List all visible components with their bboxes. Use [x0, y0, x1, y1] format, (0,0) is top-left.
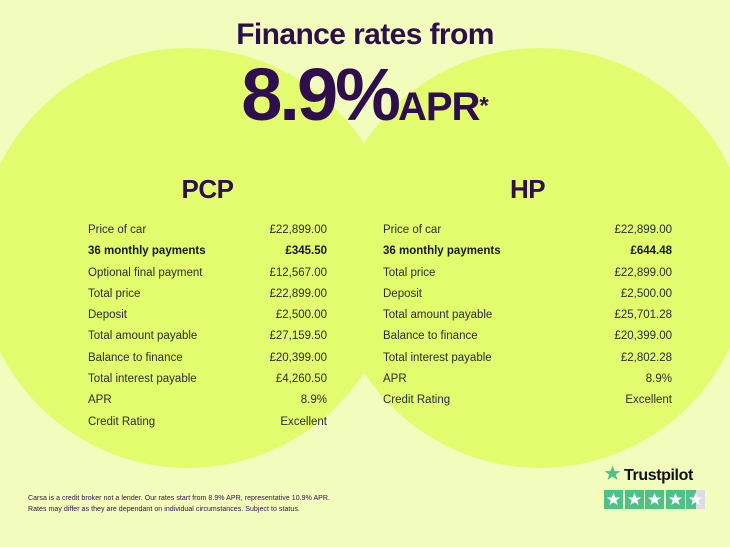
table-row: Deposit £2,500.00 [88, 305, 327, 326]
table-row: Total price £22,899.00 [88, 284, 327, 305]
table-row-label: Credit Rating [88, 415, 156, 428]
trustpilot-star-box [686, 490, 705, 509]
table-row-label: APR [88, 394, 112, 407]
finance-table-hp: HP Price of car £22,899.00 36 monthly paym… [365, 176, 730, 433]
table-row-label: Deposit [383, 287, 422, 300]
trustpilot-badge[interactable]: Trustpilot [604, 465, 712, 509]
table-row-value: 8.9% [645, 373, 672, 386]
table-row: Price of car £22,899.00 [383, 220, 672, 241]
table-row-value: £345.50 [285, 245, 327, 258]
table-row-label: Balance to finance [383, 330, 478, 343]
headline-rate-value: 8.9% [241, 53, 401, 136]
background-circle-right [330, 48, 730, 468]
table-row: Total interest payable £2,802.28 [383, 348, 672, 369]
table-row: 36 monthly payments £345.50 [88, 241, 327, 262]
table-row-value: £2,500.00 [275, 309, 327, 322]
trustpilot-wordmark: Trustpilot [624, 467, 693, 484]
table-row: Total amount payable £27,159.50 [88, 326, 327, 347]
table-row: Price of car £22,899.00 [88, 220, 327, 241]
headline-rate-line: 8.9%APR* [0, 58, 730, 132]
headline: Finance rates from 8.9%APR* [0, 0, 730, 132]
table-row-value: £644.48 [630, 245, 672, 258]
headline-asterisk: * [479, 92, 489, 120]
table-row-value: £2,500.00 [620, 287, 672, 300]
disclaimer-line-1: Carsa is a credit broker not a lender. O… [28, 495, 330, 502]
finance-table-pcp: PCP Price of car £22,899.00 36 monthly pay… [0, 176, 365, 433]
table-row: Total price £22,899.00 [383, 263, 672, 284]
table-row-label: Price of car [383, 224, 442, 236]
table-row: Credit Rating Excellent [88, 412, 327, 433]
table-row: Deposit £2,500.00 [383, 284, 672, 305]
table-title-hp: HP [509, 174, 546, 204]
disclaimer-line-2: Rates may differ as they are dependant o… [28, 505, 300, 513]
table-row: Balance to finance £20,399.00 [383, 326, 672, 347]
trustpilot-star-box [604, 490, 623, 509]
table-row-label: Balance to finance [88, 351, 183, 364]
table-row-label: Total interest payable [383, 351, 492, 364]
table-row: APR 8.9% [88, 390, 327, 411]
table-row-value: £4,260.50 [275, 373, 327, 386]
table-row-value: £22,899.00 [269, 287, 327, 300]
table-row-label: Credit Rating [383, 394, 451, 407]
trustpilot-star-box [665, 490, 685, 509]
trustpilot-star-box [624, 490, 644, 509]
table-row-label: Total amount payable [88, 330, 198, 343]
table-row-label: Total interest payable [88, 373, 197, 386]
finance-tables: PCP Price of car £22,899.00 36 monthly pay… [0, 176, 730, 433]
table-row: Total amount payable £25,701.28 [383, 305, 672, 326]
trustpilot-header: Trustpilot [604, 465, 712, 487]
table-row: 36 monthly payments £644.48 [383, 241, 672, 262]
table-title-pcp: PCP [181, 174, 234, 204]
table-row-label: 36 monthly payments [88, 245, 206, 258]
disclaimer-text: Carsa is a credit broker not a lender. O… [28, 494, 458, 515]
table-row-value: £12,567.00 [269, 266, 327, 279]
table-row-value: £22,899.00 [614, 266, 672, 279]
table-row-value: £27,159.50 [269, 330, 327, 343]
table-row-label: Optional final payment [88, 266, 203, 279]
table-row-value: £20,399.00 [614, 330, 672, 343]
table-row: Balance to finance £20,399.00 [88, 348, 327, 369]
trustpilot-rating-stars [604, 490, 712, 509]
table-row: Total interest payable £4,260.50 [88, 369, 327, 390]
table-row-value: Excellent [625, 394, 672, 407]
table-rows-hp: Price of car £22,899.00 36 monthly payment… [383, 220, 672, 412]
table-rows-pcp: Price of car £22,899.00 36 monthly payment… [88, 220, 327, 433]
table-row-label: APR [383, 373, 407, 386]
table-row-value: £25,701.28 [614, 309, 672, 322]
table-row: Credit Rating Excellent [383, 390, 672, 411]
table-row-label: Total amount payable [383, 309, 493, 322]
table-row-value: £22,899.00 [269, 224, 327, 236]
trustpilot-star-box [645, 490, 664, 509]
table-row-value: Excellent [280, 415, 327, 428]
headline-subtitle: Finance rates from [236, 18, 494, 51]
table-row-value: £20,399.00 [269, 351, 327, 364]
table-row-value: £22,899.00 [614, 224, 672, 236]
table-row-label: Total price [383, 266, 436, 279]
headline-apr-label: APR [397, 85, 480, 129]
table-row: APR 8.9% [383, 369, 672, 390]
table-row-label: 36 monthly payments [383, 245, 501, 258]
table-row-value: 8.9% [300, 394, 327, 407]
trustpilot-star-icon [604, 465, 621, 487]
table-row-label: Price of car [88, 224, 147, 236]
table-row-label: Total price [88, 287, 141, 300]
table-row: Optional final payment £12,567.00 [88, 263, 327, 284]
table-row-value: £2,802.28 [620, 351, 672, 364]
table-row-label: Deposit [88, 309, 127, 322]
